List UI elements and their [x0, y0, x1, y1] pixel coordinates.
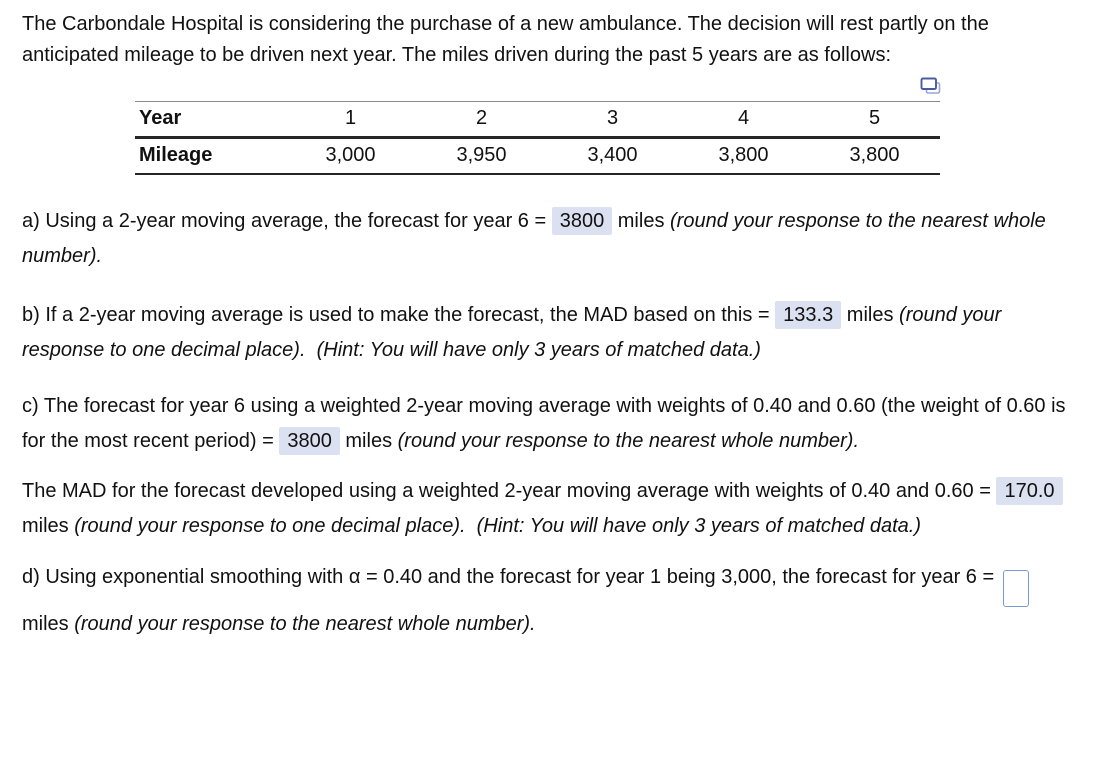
mileage-row-label: Mileage	[139, 144, 213, 166]
year-cell-3: 3	[606, 107, 619, 129]
answer-box-a[interactable]: 3800	[551, 207, 613, 235]
copy-icon[interactable]	[919, 75, 943, 99]
answer-box-b[interactable]: 133.3	[775, 301, 842, 329]
year-cell-4: 4	[737, 107, 750, 129]
question-mad-weighted: The MAD for the forecast developed using…	[22, 474, 1076, 544]
answer-input-d[interactable]	[1002, 570, 1029, 607]
question-c-note: (round your response to the nearest whol…	[397, 430, 860, 452]
mileage-cell-5: 3,800	[849, 144, 900, 166]
answer-box-mad[interactable]: 170.0	[996, 477, 1063, 505]
mileage-table: Year 1 2 3 4 5 Mileage 3,000 3,950 3,400…	[135, 101, 940, 175]
question-mad-text: The MAD for the forecast developed using…	[22, 480, 997, 502]
table-row-year: Year 1 2 3 4 5	[135, 102, 940, 138]
question-a-note: (round your response to the nearest whol…	[22, 210, 1046, 267]
question-b-text: b) If a 2-year moving average is used to…	[22, 304, 776, 326]
question-a-text: a) Using a 2-year moving average, the fo…	[22, 210, 552, 232]
copy-icon-glyph	[920, 77, 941, 94]
year-cell-5: 5	[868, 107, 881, 129]
mileage-cell-2: 3,950	[456, 144, 507, 166]
question-b-note: (round your response to one decimal plac…	[22, 304, 1002, 361]
question-d-text: d) Using exponential smoothing with α = …	[22, 566, 1000, 588]
question-d-unit: miles	[22, 613, 75, 635]
question-c-text: c) The forecast for year 6 using a weigh…	[22, 395, 1066, 452]
mileage-cell-4: 3,800	[718, 144, 769, 166]
answer-box-c[interactable]: 3800	[279, 427, 340, 455]
year-row-label: Year	[139, 107, 182, 129]
mileage-cell-1: 3,000	[325, 144, 376, 166]
question-mad-unit: miles	[22, 515, 75, 537]
problem-statement: The Carbondale Hospital is considering t…	[22, 13, 989, 66]
question-a: a) Using a 2-year moving average, the fo…	[22, 204, 1076, 274]
question-mad-note: (round your response to one decimal plac…	[74, 515, 921, 537]
year-cell-2: 2	[475, 107, 488, 129]
year-cell-1: 1	[344, 107, 357, 129]
question-c: c) The forecast for year 6 using a weigh…	[22, 389, 1076, 459]
mileage-table-zone: Year 1 2 3 4 5 Mileage 3,000 3,950 3,400…	[135, 77, 941, 175]
question-c-unit: miles	[339, 430, 398, 452]
question-a-unit: miles	[612, 210, 671, 232]
table-row-mileage: Mileage 3,000 3,950 3,400 3,800 3,800	[135, 138, 940, 174]
question-d-note: (round your response to the nearest whol…	[74, 613, 536, 635]
question-b-unit: miles	[841, 304, 900, 326]
question-d: d) Using exponential smoothing with α = …	[22, 560, 1076, 642]
question-b: b) If a 2-year moving average is used to…	[22, 298, 1076, 368]
mileage-cell-3: 3,400	[587, 144, 638, 166]
